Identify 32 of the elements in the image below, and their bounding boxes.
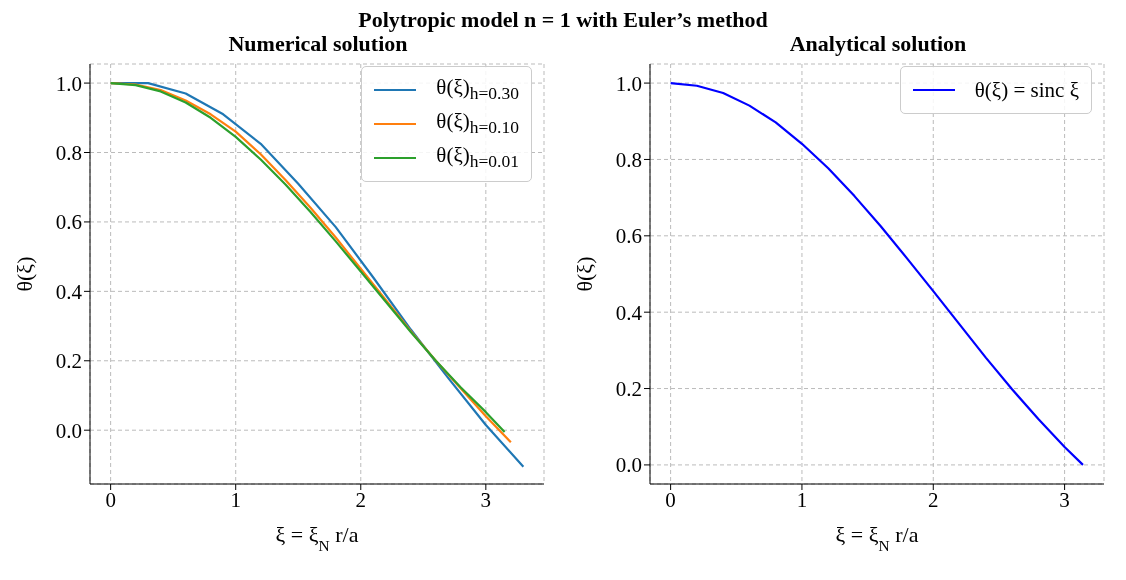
y-tick-label: 0.2 <box>55 349 82 374</box>
y-tick-label: 0.4 <box>615 300 643 325</box>
x-tick-label: 0 <box>105 487 116 512</box>
legend-label: θ(ξ)$_{h=0.30}$ <box>436 75 519 105</box>
y-axis-title: θ(ξ) <box>12 256 37 292</box>
chart-subtitle: Numerical solution <box>227 31 408 56</box>
chart-subtitle: Analytical solution <box>788 31 968 56</box>
y-tick-label: 0.0 <box>615 453 642 478</box>
y-tick-label: 0.8 <box>55 140 82 165</box>
x-axis-title: ξ = ξ$_{N}$r/a <box>835 522 919 554</box>
x-tick-label: 1 <box>796 487 808 512</box>
y-tick-label: 0.6 <box>55 210 82 235</box>
y-tick-label: 0.8 <box>615 147 642 172</box>
legend-label: θ(ξ)$_{h=0.10}$ <box>436 109 519 139</box>
x-axis-title: ξ = ξ$_{N}$r/a <box>275 522 359 554</box>
y-tick-label: 1.0 <box>615 71 642 96</box>
y-tick-label: 0.4 <box>55 279 83 304</box>
x-tick-label: 0 <box>665 487 676 512</box>
chart-title: Polytropic model n = 1 with Euler’s method <box>357 7 769 32</box>
y-axis-title: θ(ξ) <box>572 256 597 292</box>
line-series <box>669 81 1085 467</box>
legend-label: θ(ξ) = sinc ξ <box>974 77 1079 103</box>
y-tick-label: 1.0 <box>55 71 82 96</box>
x-tick-label: 2 <box>355 487 367 512</box>
x-tick-label: 2 <box>928 487 939 512</box>
x-tick-label: 3 <box>480 487 492 512</box>
y-tick-label: 0.0 <box>55 418 82 443</box>
x-tick-label: 1 <box>230 487 241 512</box>
y-tick-label: 0.2 <box>615 377 642 401</box>
x-tick-label: 3 <box>1059 487 1070 512</box>
y-tick-label: 0.6 <box>615 224 642 249</box>
legend-label: θ(ξ)$_{h=0.01}$ <box>436 143 519 173</box>
